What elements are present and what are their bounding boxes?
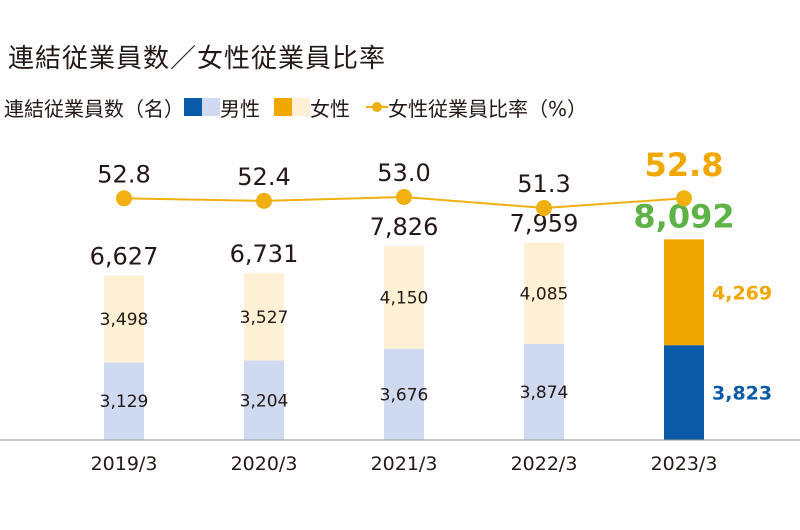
legend-female-dark-swatch <box>274 98 292 116</box>
label-total-2021/3: 7,826 <box>370 213 439 241</box>
ratio-point-2023/3 <box>676 190 692 207</box>
legend-ratio-label: 女性従業員比率（%） <box>388 96 588 121</box>
bar-female-2021/3 <box>384 245 424 349</box>
ratio-label-2020/3: 52.4 <box>237 163 290 191</box>
ratio-label-2023/3: 52.8 <box>645 146 724 184</box>
label-total-2020/3: 6,731 <box>230 240 299 268</box>
legend-male-dark-swatch <box>184 98 202 116</box>
bar-male-2020/3 <box>244 360 284 440</box>
x-tick-label-2023/3: 2023/3 <box>651 453 718 475</box>
legend-male-light-swatch <box>202 98 220 116</box>
legend-female-light-swatch <box>292 98 310 116</box>
label-female-2022/3: 4,085 <box>520 284 569 304</box>
label-male-2019/3: 3,129 <box>100 392 149 412</box>
legend-ratio-symbol <box>366 98 388 116</box>
label-male-2022/3: 3,874 <box>520 383 569 403</box>
label-female-2019/3: 3,498 <box>100 310 149 330</box>
bar-male-2021/3 <box>384 348 424 440</box>
ratio-point-2019/3 <box>116 190 132 207</box>
ratio-label-2021/3: 53.0 <box>377 159 430 187</box>
ratio-label-2022/3: 51.3 <box>517 170 570 198</box>
ratio-point-2022/3 <box>536 200 552 216</box>
x-tick-label-2019/3: 2019/3 <box>91 453 158 475</box>
label-total-2019/3: 6,627 <box>90 243 159 271</box>
label-male-2021/3: 3,676 <box>380 385 429 405</box>
bar-female-2023/3 <box>664 239 704 346</box>
label-male-2020/3: 3,204 <box>240 391 289 411</box>
bar-male-2023/3 <box>664 345 704 440</box>
legend: 連結従業員数（名） 男性 女性 女性従業員比率（%） <box>4 92 587 122</box>
legend-male-label: 男性 <box>220 96 260 121</box>
ratio-point-2020/3 <box>256 192 272 209</box>
bar-female-2019/3 <box>104 275 144 363</box>
legend-unit-label: 連結従業員数（名） <box>4 96 184 121</box>
chart-title: 連結従業員数／女性従業員比率 <box>8 44 387 74</box>
legend-female-label: 女性 <box>310 96 350 121</box>
label-female-2023/3: 4,269 <box>712 282 772 304</box>
bar-male-2022/3 <box>524 343 564 440</box>
ratio-point-2021/3 <box>396 189 412 205</box>
x-tick-label-2022/3: 2022/3 <box>511 453 578 475</box>
label-male-2023/3: 3,823 <box>712 383 772 405</box>
label-female-2020/3: 3,527 <box>240 308 289 328</box>
ratio-label-2019/3: 52.8 <box>97 160 150 188</box>
bar-female-2022/3 <box>524 242 564 344</box>
bar-female-2020/3 <box>244 273 284 361</box>
label-female-2021/3: 4,150 <box>380 288 429 308</box>
x-tick-label-2021/3: 2021/3 <box>371 453 438 475</box>
bar-male-2019/3 <box>104 362 144 440</box>
x-tick-label-2020/3: 2020/3 <box>231 453 298 475</box>
